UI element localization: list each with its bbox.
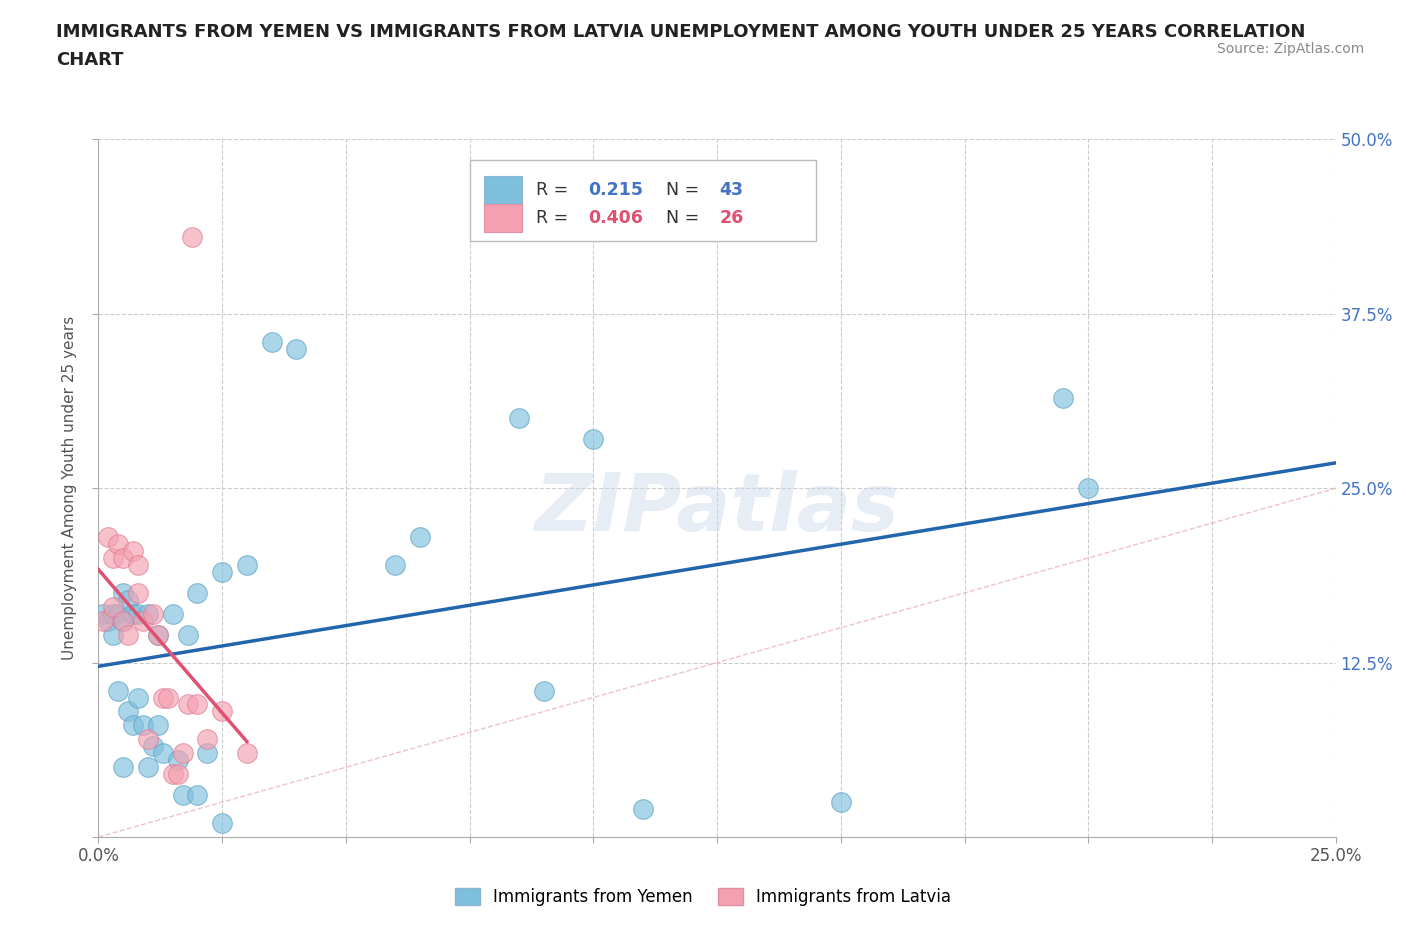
Point [830, 794, 852, 809]
Point [127, 606, 149, 621]
Point [211, 704, 233, 719]
Point [122, 606, 145, 621]
Point [186, 788, 208, 803]
Point [146, 718, 169, 733]
Point [631, 802, 654, 817]
Text: R =: R = [537, 180, 574, 199]
Point [136, 732, 159, 747]
Point [103, 600, 125, 615]
Text: N =: N = [666, 180, 704, 199]
Point [112, 586, 135, 601]
Text: 26: 26 [720, 209, 744, 227]
Point [127, 690, 149, 705]
Point [1052, 391, 1074, 405]
Point [107, 537, 129, 551]
Point [136, 760, 159, 775]
Point [122, 718, 145, 733]
Text: Source: ZipAtlas.com: Source: ZipAtlas.com [1216, 42, 1364, 56]
Text: 0.406: 0.406 [588, 209, 644, 227]
Point [132, 614, 155, 629]
Point [508, 411, 530, 426]
Point [103, 628, 125, 643]
Point [1077, 481, 1099, 496]
Point [533, 683, 555, 698]
Point [176, 628, 198, 643]
Point [152, 690, 174, 705]
Text: CHART: CHART [56, 51, 124, 69]
Text: 43: 43 [720, 180, 744, 199]
Point [112, 614, 135, 629]
Point [152, 746, 174, 761]
Point [107, 683, 129, 698]
Text: ZIPatlas: ZIPatlas [534, 471, 900, 548]
Point [172, 746, 194, 761]
Point [127, 586, 149, 601]
Point [409, 530, 432, 545]
Point [582, 432, 605, 447]
Point [162, 766, 184, 781]
Point [181, 230, 204, 245]
Point [117, 628, 139, 643]
Text: 0.215: 0.215 [588, 180, 644, 199]
Text: IMMIGRANTS FROM YEMEN VS IMMIGRANTS FROM LATVIA UNEMPLOYMENT AMONG YOUTH UNDER 2: IMMIGRANTS FROM YEMEN VS IMMIGRANTS FROM… [56, 23, 1306, 41]
Point [117, 592, 139, 607]
Point [176, 698, 198, 712]
Point [112, 614, 135, 629]
Point [142, 738, 165, 753]
Point [146, 628, 169, 643]
Point [260, 334, 283, 349]
Point [162, 606, 184, 621]
Point [112, 551, 135, 565]
FancyBboxPatch shape [470, 161, 815, 241]
Point [236, 558, 259, 573]
Point [285, 341, 308, 356]
Point [97, 614, 120, 629]
Point [186, 698, 208, 712]
Point [236, 746, 259, 761]
Point [211, 816, 233, 830]
Point [107, 606, 129, 621]
Point [136, 606, 159, 621]
Point [132, 718, 155, 733]
Point [195, 746, 218, 761]
Point [186, 586, 208, 601]
Point [172, 788, 194, 803]
Point [384, 558, 406, 573]
Text: R =: R = [537, 209, 574, 227]
Y-axis label: Unemployment Among Youth under 25 years: Unemployment Among Youth under 25 years [62, 316, 77, 660]
Point [211, 565, 233, 579]
Point [97, 530, 120, 545]
Point [166, 766, 188, 781]
Point [93, 606, 115, 621]
Text: N =: N = [666, 209, 704, 227]
Point [127, 558, 149, 573]
Point [103, 606, 125, 621]
Point [103, 551, 125, 565]
Point [146, 628, 169, 643]
Point [117, 704, 139, 719]
Point [112, 760, 135, 775]
FancyBboxPatch shape [485, 176, 522, 204]
Legend: Immigrants from Yemen, Immigrants from Latvia: Immigrants from Yemen, Immigrants from L… [449, 881, 957, 912]
Point [156, 690, 179, 705]
FancyBboxPatch shape [485, 205, 522, 232]
Point [195, 732, 218, 747]
Point [142, 606, 165, 621]
Point [93, 614, 115, 629]
Point [122, 543, 145, 558]
Point [166, 753, 188, 768]
